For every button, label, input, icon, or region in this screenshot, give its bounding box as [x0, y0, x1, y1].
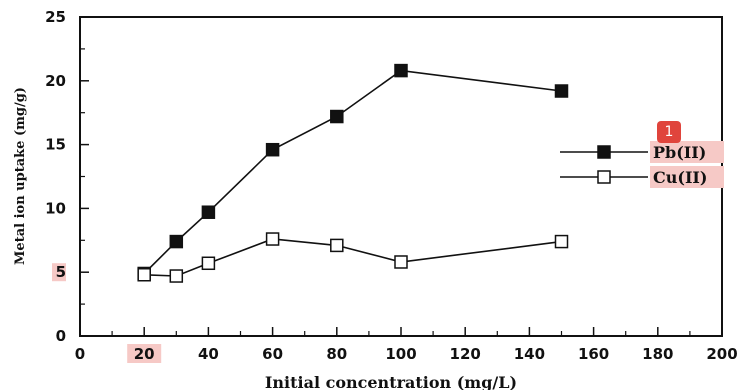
x-tick-highlight — [127, 344, 162, 363]
x-tick-label: 0 — [75, 345, 85, 363]
y-tick-label: 15 — [45, 136, 66, 154]
legend-marker — [597, 145, 611, 159]
data-point — [137, 268, 151, 282]
legend-highlight — [650, 141, 724, 163]
x-axis-label: Initial concentration (mg/L) — [265, 373, 517, 390]
annotation-badge: 1 — [657, 121, 681, 143]
series-line — [143, 69, 562, 275]
data-point — [265, 142, 280, 157]
y-axis-label: Metal ion uptake (mg/g) — [13, 87, 28, 265]
x-tick-label: 200 — [706, 345, 737, 363]
y-tick-label: 25 — [45, 8, 66, 26]
data-point — [394, 63, 408, 78]
data-point — [554, 84, 569, 98]
legend-label: Cu(II) — [653, 168, 707, 187]
x-tick-label: 160 — [578, 345, 609, 363]
data-point — [554, 234, 569, 249]
y-tick-label: 5 — [56, 263, 66, 281]
data-point — [169, 269, 184, 283]
x-tick-label: 100 — [385, 345, 416, 363]
data-point — [330, 109, 344, 124]
y-tick-label: 20 — [45, 72, 66, 90]
data-point — [330, 238, 344, 253]
x-tick-label: 140 — [514, 345, 545, 363]
legend-highlight — [650, 166, 724, 188]
y-tick-label: 0 — [56, 327, 66, 345]
x-tick-label: 120 — [450, 345, 481, 363]
data-point — [169, 234, 184, 249]
x-tick-label: 180 — [642, 345, 673, 363]
y-tick-label: 10 — [45, 199, 66, 217]
x-tick-label: 60 — [262, 345, 283, 363]
data-point — [265, 232, 280, 246]
x-tick-label: 20 — [134, 345, 155, 363]
x-tick-label: 40 — [198, 345, 219, 363]
legend-marker — [597, 170, 611, 184]
data-point — [201, 256, 216, 271]
data-point — [201, 205, 216, 219]
legend-label: Pb(II) — [653, 143, 706, 162]
x-tick-label: 80 — [326, 345, 347, 363]
y-tick-highlight — [52, 263, 66, 282]
data-point — [394, 255, 408, 269]
